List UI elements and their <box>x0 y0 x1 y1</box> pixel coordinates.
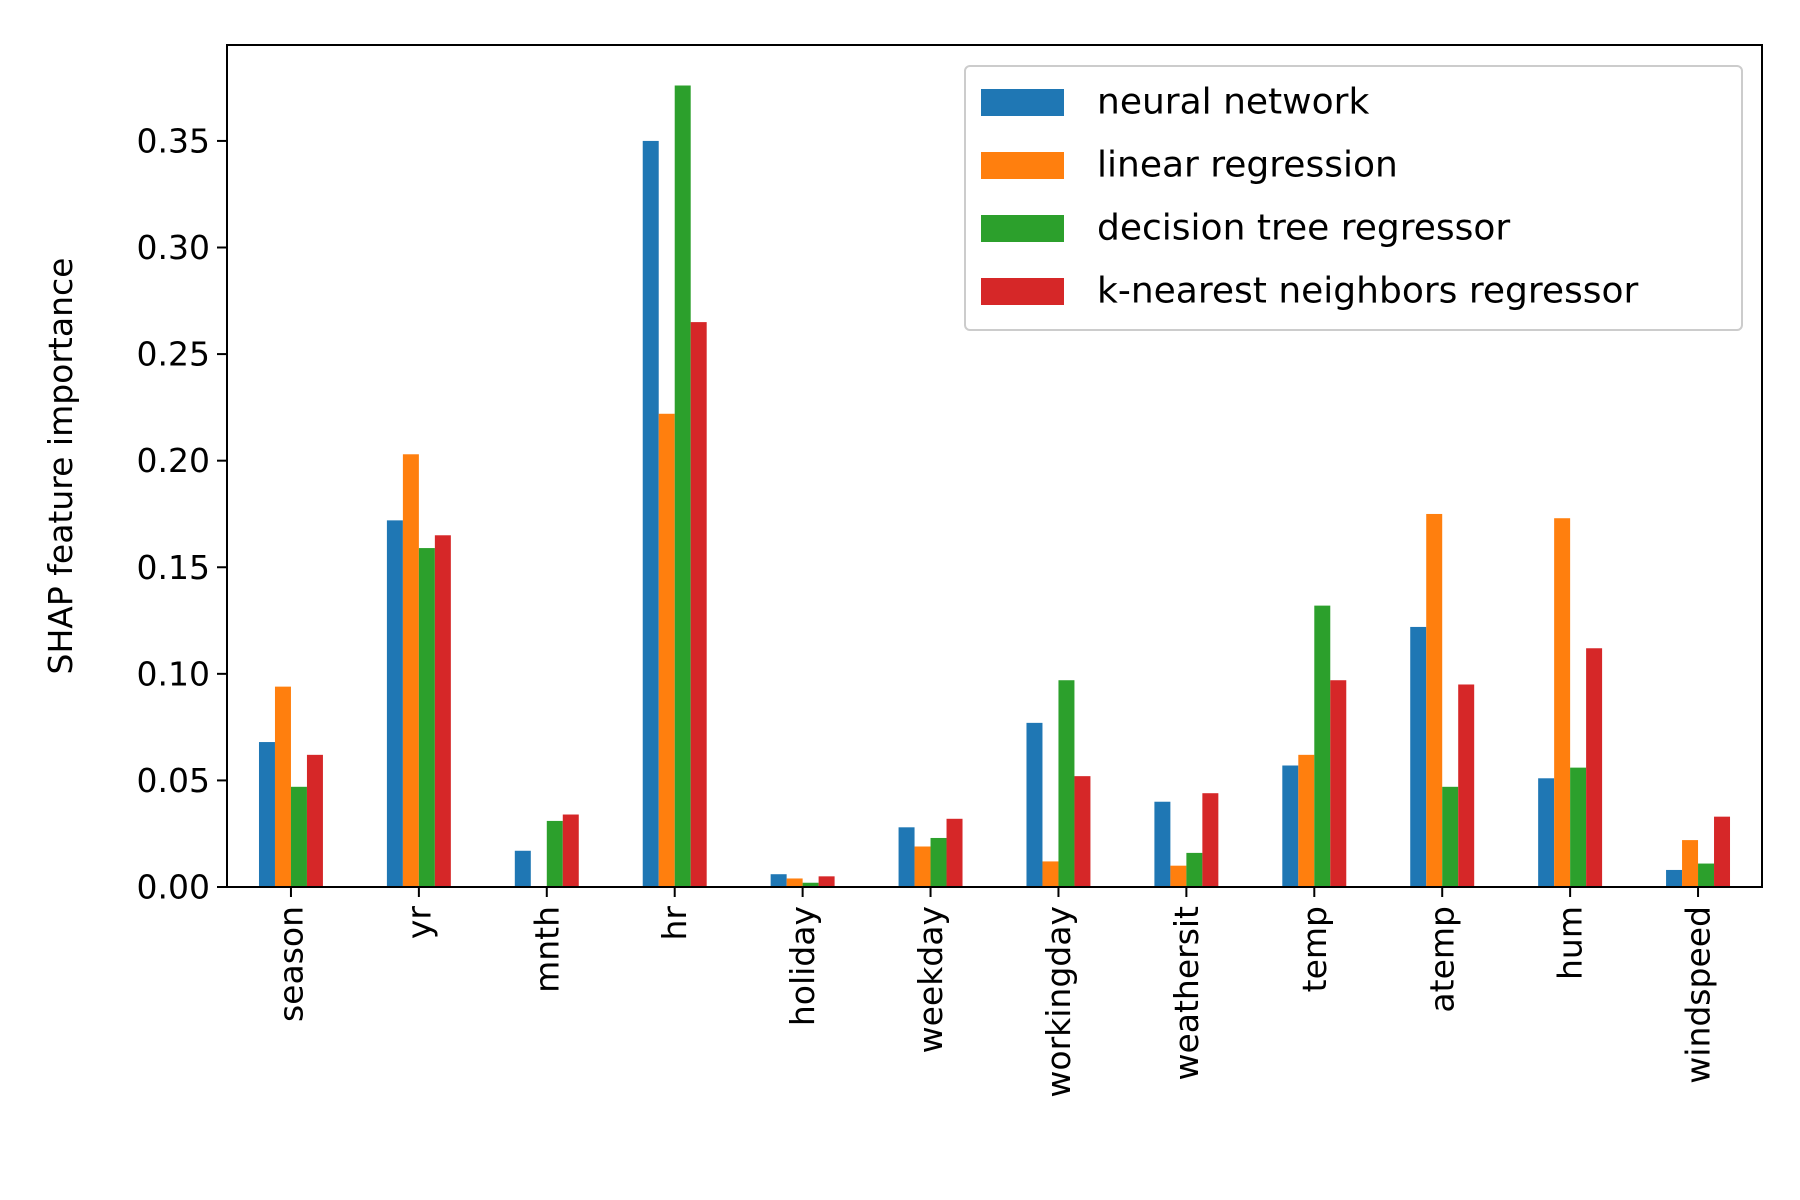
bar-hr-series-1 <box>658 413 675 887</box>
x-tick-label: temp <box>1295 906 1334 992</box>
bar-atemp-series-3 <box>1458 684 1475 887</box>
plot-frame <box>226 44 1763 888</box>
y-axis-ticks: 0.00 0.05 0.10 0.15 0.20 0.25 0.30 0.35 <box>137 121 227 907</box>
x-axis-ticks: season yr mnth hr holiday weekday workingday we… <box>271 887 1718 1098</box>
x-tick-label: workingday <box>1039 906 1078 1098</box>
bar-holiday-series-1 <box>786 878 803 887</box>
bar-weekday-series-3 <box>946 818 963 887</box>
bar-holiday-series-0 <box>770 874 787 887</box>
x-tick-label: weekday <box>911 906 950 1053</box>
bar-workingday-series-3 <box>1074 776 1091 887</box>
y-tick-label: 0.20 <box>137 441 210 480</box>
bar-weathersit-series-2 <box>1186 852 1203 887</box>
bar-temp-series-0 <box>1282 765 1299 887</box>
y-tick-label: 0.10 <box>137 654 210 693</box>
bar-workingday-series-2 <box>1058 680 1075 887</box>
y-tick-label: 0.25 <box>137 335 210 374</box>
bar-yr-series-3 <box>434 535 451 887</box>
y-tick-label: 0.05 <box>137 761 210 800</box>
bar-atemp-series-2 <box>1442 786 1459 887</box>
bar-season-series-0 <box>258 742 275 887</box>
bar-mnth-series-0 <box>514 850 531 887</box>
legend-frame <box>964 65 1743 331</box>
bar-windspeed-series-0 <box>1666 869 1683 887</box>
legend-label: linear regression <box>1097 145 1398 186</box>
bar-weekday-series-1 <box>914 846 931 887</box>
bar-hum-series-1 <box>1554 518 1571 887</box>
y-tick-label: 0.15 <box>137 548 210 587</box>
legend-swatch <box>981 89 1064 116</box>
bar-season-series-2 <box>290 786 307 887</box>
bar-weekday-series-2 <box>930 837 947 887</box>
bar-windspeed-series-3 <box>1714 816 1731 887</box>
bar-hr-series-0 <box>642 140 659 888</box>
bar-season-series-1 <box>274 686 291 887</box>
y-tick-label: 0.35 <box>137 121 210 160</box>
y-tick-label: 0.30 <box>137 228 210 267</box>
y-tick-label: 0.00 <box>137 868 210 907</box>
legend-swatch <box>981 215 1064 242</box>
bar-temp-series-2 <box>1314 605 1331 887</box>
bar-atemp-series-0 <box>1410 626 1427 887</box>
bar-hr-series-2 <box>674 85 691 887</box>
bar-yr-series-0 <box>386 520 403 887</box>
bar-atemp-series-1 <box>1426 513 1443 887</box>
legend-swatch <box>981 152 1064 179</box>
bar-hum-series-0 <box>1538 778 1555 887</box>
x-tick-label: hum <box>1551 906 1590 980</box>
legend-swatch <box>981 278 1064 305</box>
bar-workingday-series-0 <box>1026 722 1043 887</box>
bar-weekday-series-0 <box>898 827 915 887</box>
bar-weathersit-series-0 <box>1154 801 1171 887</box>
bar-hr-series-3 <box>690 322 707 887</box>
legend-label: decision tree regressor <box>1097 208 1510 249</box>
bar-weathersit-series-1 <box>1170 865 1187 887</box>
bar-workingday-series-1 <box>1042 861 1059 887</box>
bar-hum-series-2 <box>1570 767 1587 887</box>
bar-mnth-series-3 <box>562 814 579 887</box>
x-tick-label: windspeed <box>1679 906 1718 1084</box>
bar-holiday-series-2 <box>802 882 819 887</box>
bars-group <box>258 85 1731 888</box>
legend-label: k-nearest neighbors regressor <box>1097 271 1639 312</box>
bar-windspeed-series-1 <box>1682 840 1699 887</box>
bar-holiday-series-3 <box>818 876 835 887</box>
x-tick-label: yr <box>399 906 438 940</box>
bar-temp-series-1 <box>1298 754 1315 887</box>
legend: neural network linear regression decision … <box>964 65 1743 331</box>
y-axis-title: SHAP feature importance <box>41 258 80 675</box>
x-tick-label: weathersit <box>1167 906 1206 1081</box>
x-tick-label: atemp <box>1423 906 1462 1013</box>
bar-windspeed-series-2 <box>1698 863 1715 887</box>
bar-yr-series-1 <box>402 454 419 887</box>
x-tick-label: holiday <box>783 906 822 1026</box>
x-tick-label: season <box>271 906 310 1022</box>
bar-hum-series-3 <box>1586 648 1603 887</box>
bar-weathersit-series-3 <box>1202 793 1219 887</box>
bar-mnth-series-2 <box>546 820 563 887</box>
bar-yr-series-2 <box>418 548 435 887</box>
legend-label: neural network <box>1097 82 1369 123</box>
x-tick-label: hr <box>655 906 694 941</box>
x-tick-label: mnth <box>527 906 566 993</box>
bar-season-series-3 <box>306 754 323 887</box>
bar-temp-series-3 <box>1330 680 1347 887</box>
